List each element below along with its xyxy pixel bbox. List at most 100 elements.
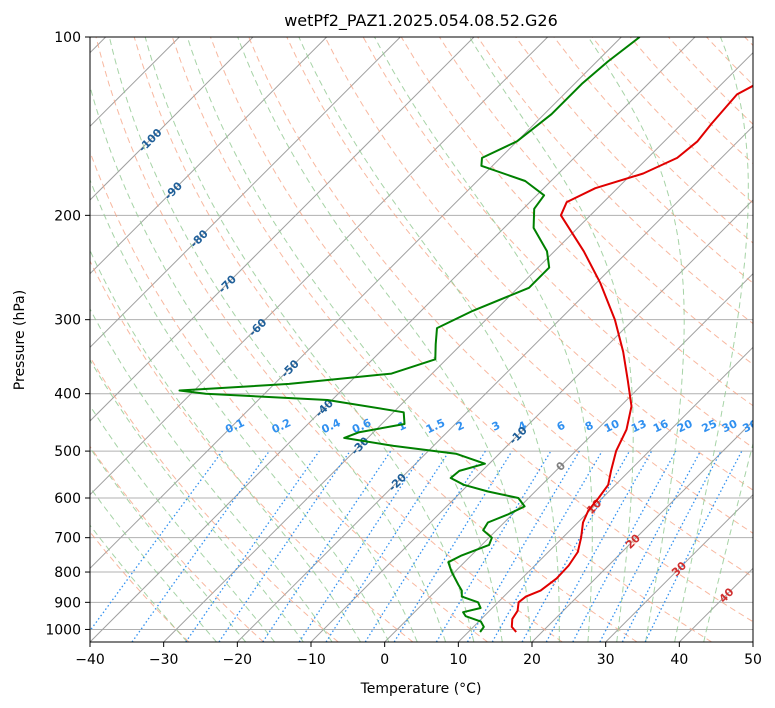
moist-adiabat-line xyxy=(703,441,753,642)
x-tick-label: −40 xyxy=(75,652,105,668)
y-tick-label: 100 xyxy=(54,30,81,46)
dry-adiabat-line xyxy=(248,37,753,578)
mixing-ratio-label: 16 xyxy=(651,417,671,435)
mixing-ratio-label: 3 xyxy=(490,419,502,434)
moist-adiabat-line xyxy=(90,524,188,642)
y-tick-label: 900 xyxy=(54,595,81,611)
y-tick-label: 200 xyxy=(54,208,81,224)
y-axis-label: Pressure (hPa) xyxy=(12,290,28,390)
isotherm-line xyxy=(236,125,753,642)
dry-adiabat-line xyxy=(90,356,339,642)
y-tick-label: 1000 xyxy=(45,622,81,638)
dry-adiabat-line xyxy=(95,37,563,642)
mixing-ratio-line xyxy=(364,450,486,642)
moist-adiabat-line xyxy=(90,178,390,642)
y-axis-ticks: 1000 900 800 700 600 500 400 300 200 100 xyxy=(45,30,90,638)
isotherm-line xyxy=(90,37,549,496)
x-tick-label: −20 xyxy=(223,652,253,668)
dry-adiabat-line xyxy=(171,37,712,642)
x-tick-label: 50 xyxy=(744,652,762,668)
plot-frame xyxy=(89,36,754,643)
y-tick-label: 400 xyxy=(54,387,81,403)
mixing-ratio-label: 0.2 xyxy=(270,416,293,436)
isotherm-line xyxy=(310,199,753,642)
chart-title: wetPf2_PAZ1.2025.054.08.52.G26 xyxy=(284,11,558,31)
moist-adiabat-line xyxy=(90,84,418,642)
mixing-ratio-line xyxy=(393,450,513,642)
mixing-ratio-label: 1.5 xyxy=(424,416,447,436)
isotherm-line xyxy=(90,37,254,201)
mixing-ratio-label: 0.4 xyxy=(319,416,342,436)
y-tick-label: 300 xyxy=(54,313,81,329)
moist-adiabat-line xyxy=(144,37,475,642)
dry-adiabat-lines xyxy=(90,37,753,642)
isotherm-line xyxy=(457,346,753,642)
moist-adiabat-line xyxy=(186,37,503,642)
mixing-ratio-line xyxy=(298,450,425,642)
y-tick-label: 800 xyxy=(54,565,81,581)
moist-adiabat-line xyxy=(90,447,247,642)
y-tick-label: 500 xyxy=(54,444,81,460)
x-tick-label: 10 xyxy=(449,652,467,668)
moist-adiabat-line xyxy=(90,486,217,642)
line-labels: 0.1 0.2 0.4 0.6 1 1.5 2 3 4 6 8 10 13 16 20 25 30 36-100-… xyxy=(136,126,761,606)
isotherm-line xyxy=(384,272,753,642)
x-tick-label: 20 xyxy=(523,652,541,668)
dry-adiabat-line xyxy=(744,37,753,47)
isotherm-line xyxy=(90,37,475,422)
isotherm-line xyxy=(605,493,753,642)
moist-adiabat-line xyxy=(108,37,446,642)
dry-adiabat-line xyxy=(90,445,264,642)
dry-adiabat-line xyxy=(133,37,638,642)
mixing-ratio-line xyxy=(90,450,223,632)
mixing-ratio-line xyxy=(572,450,677,642)
moist-adiabat-line xyxy=(90,358,304,642)
isotherm-label: -100 xyxy=(136,126,165,155)
mixing-ratio-lines xyxy=(90,450,743,642)
y-tick-label: 700 xyxy=(54,531,81,547)
mixing-ratio-label: 30 xyxy=(720,417,740,435)
dewpoint-profile-line xyxy=(178,37,641,633)
dry-adiabat-line xyxy=(324,37,753,491)
mixing-ratio-line xyxy=(131,450,270,642)
temperature-profile-line xyxy=(510,84,753,633)
mixing-ratio-line xyxy=(218,450,351,642)
mixing-ratio-label: 10 xyxy=(602,417,622,435)
moist-adiabat-line xyxy=(237,37,532,642)
dry-adiabat-line xyxy=(553,37,753,244)
moist-adiabat-lines xyxy=(90,37,753,642)
isotherm-line xyxy=(90,37,401,349)
x-tick-label: 40 xyxy=(670,652,688,668)
plot-area: 0.1 0.2 0.4 0.6 1 1.5 2 3 4 6 8 10 13 16 20 25 30 36-100-… xyxy=(90,37,761,642)
moist-adiabat-line xyxy=(90,308,333,642)
mixing-ratio-label: 0.1 xyxy=(223,416,246,436)
x-axis-ticks: −40 −30 −20 −10 0 10 20 30 40 50 xyxy=(75,642,762,668)
x-tick-label: 0 xyxy=(380,652,389,668)
mixing-ratio-line xyxy=(521,450,631,642)
mixing-ratio-label: 25 xyxy=(700,417,719,435)
dry-adiabat-line xyxy=(286,37,753,534)
mixing-ratio-label: 36 xyxy=(741,417,761,435)
dry-adiabat-line xyxy=(515,37,753,284)
sounding-profiles xyxy=(178,37,753,633)
moist-adiabat-line xyxy=(469,37,634,642)
mixing-ratio-label: 6 xyxy=(555,419,568,434)
x-tick-label: 30 xyxy=(597,652,615,668)
isotherm-line xyxy=(90,37,622,570)
x-axis-label: Temperature (°C) xyxy=(360,681,482,697)
x-tick-label: −30 xyxy=(149,652,179,668)
mixing-ratio-line xyxy=(262,450,392,642)
moist-adiabat-line xyxy=(674,37,749,642)
mixing-ratio-label: 20 xyxy=(675,417,695,435)
isotherm-line xyxy=(752,641,753,642)
mixing-ratio-line xyxy=(644,450,743,642)
isotherm-line xyxy=(90,37,328,275)
dry-adiabat-line xyxy=(90,150,488,642)
dry-adiabat-line xyxy=(210,37,753,623)
moist-adiabat-line xyxy=(374,37,593,642)
mixing-ratio-label: 8 xyxy=(583,419,595,434)
dry-adiabat-line xyxy=(90,259,414,642)
x-tick-label: −10 xyxy=(296,652,326,668)
isotherm-lines xyxy=(90,37,753,642)
